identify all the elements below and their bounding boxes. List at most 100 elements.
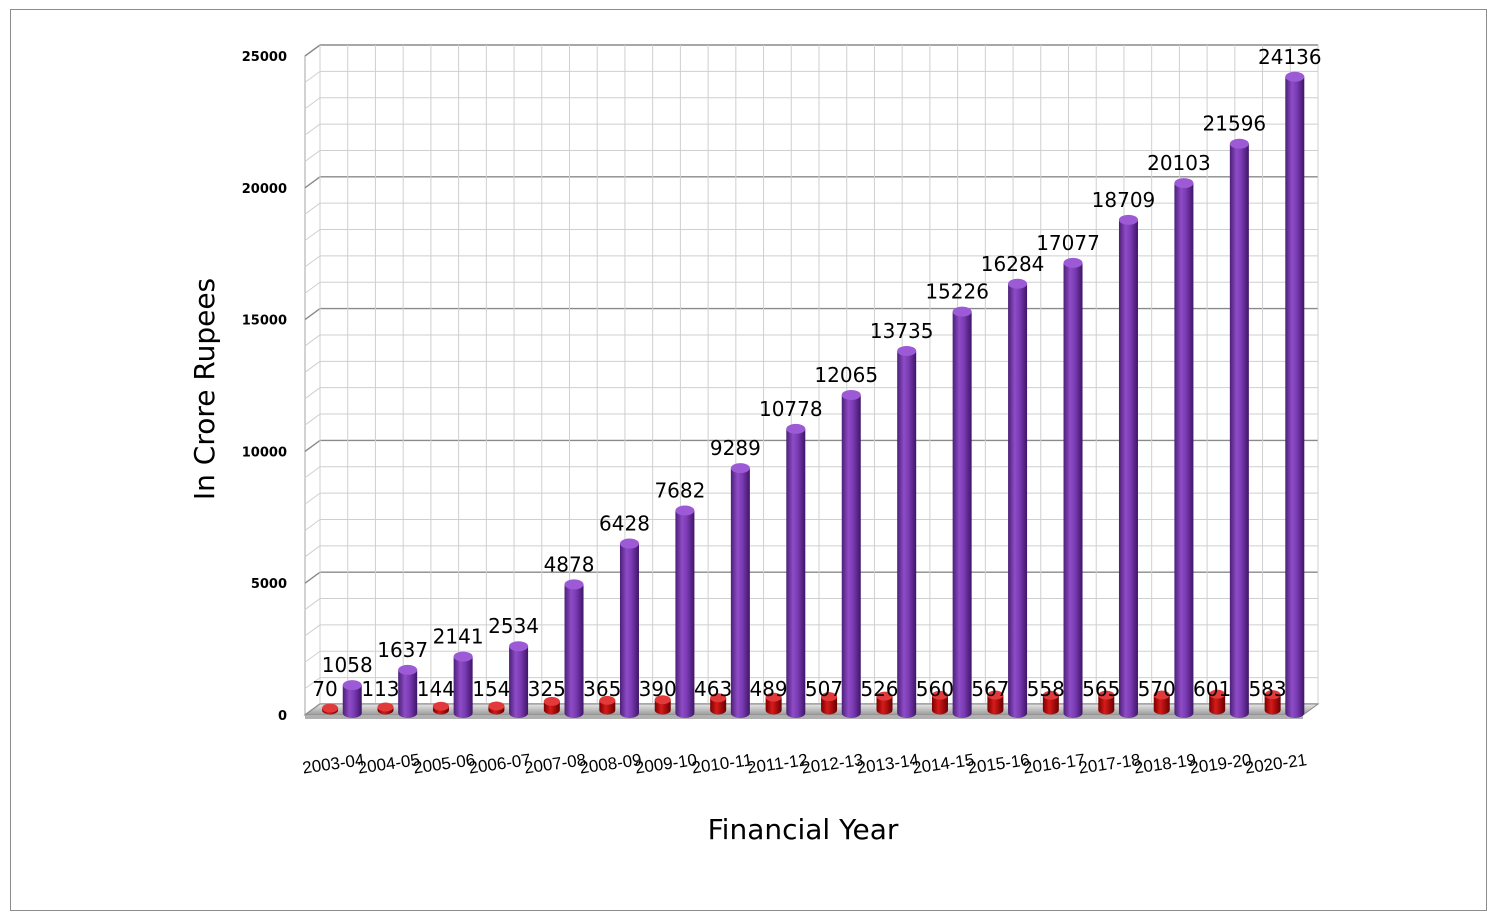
- red-bar: [710, 693, 727, 715]
- purple-bar-top: [1174, 178, 1194, 189]
- purple-bar: [675, 505, 695, 718]
- red-value-label: 507: [805, 677, 843, 701]
- red-bar-top: [710, 693, 727, 703]
- side-gridline: [304, 439, 321, 452]
- purple-bar-top: [1063, 257, 1083, 268]
- x-axis-categories: 2003-042004-052005-062006-072007-082008-…: [301, 750, 1308, 777]
- red-bar: [1042, 690, 1059, 715]
- purple-bar: [1118, 214, 1138, 719]
- purple-bar-top: [841, 389, 861, 400]
- red-bar: [987, 690, 1004, 715]
- x-tick-label: 2020-21: [1244, 750, 1308, 777]
- floor-edge: [305, 715, 1303, 719]
- purple-bar-top: [619, 538, 639, 549]
- red-bar-body: [987, 695, 1004, 715]
- side-gridline: [304, 123, 321, 136]
- side-gridline: [304, 255, 321, 268]
- side-gridline: [304, 202, 321, 215]
- red-bar: [931, 690, 948, 715]
- y-axis-ticks: 0 5000 10000 15000 20000 25000: [242, 50, 287, 724]
- gridlines: [304, 44, 1319, 716]
- purple-bar-top: [342, 680, 362, 691]
- red-value-label: 325: [528, 677, 566, 701]
- x-tick-label: 2014-15: [911, 750, 975, 777]
- purple-value-label: 1058: [322, 653, 373, 677]
- red-value-label: 601: [1193, 677, 1231, 701]
- red-bar: [765, 692, 782, 715]
- red-bar-body: [876, 696, 893, 715]
- purple-bar-top: [786, 423, 806, 434]
- red-bar: [1264, 690, 1281, 715]
- red-bar-top: [322, 703, 339, 713]
- side-gridline: [304, 44, 321, 57]
- red-value-label: 565: [1082, 677, 1120, 701]
- red-bar-top: [876, 691, 893, 701]
- red-value-label: 144: [417, 677, 455, 701]
- red-bar-top: [1209, 689, 1226, 699]
- purple-value-label: 15226: [925, 280, 989, 304]
- red-bar: [322, 703, 339, 715]
- x-tick-label: 2008-09: [578, 750, 642, 777]
- side-gridline: [304, 229, 321, 241]
- red-bar-body: [1098, 695, 1115, 715]
- purple-value-label: 21596: [1203, 112, 1267, 136]
- y-tick-label: 10000: [242, 445, 287, 460]
- purple-bar-body: [1063, 262, 1083, 718]
- x-tick-label: 2005-06: [412, 750, 476, 777]
- red-bar-top: [377, 702, 394, 712]
- x-tick-label: 2004-05: [357, 750, 421, 777]
- purple-bar: [398, 664, 418, 718]
- red-value-label: 570: [1138, 677, 1176, 701]
- purple-bar-body: [619, 543, 639, 718]
- side-gridline: [304, 97, 321, 110]
- x-tick-label: 2015-16: [966, 750, 1030, 777]
- side-gridline: [304, 598, 321, 610]
- red-bar-top: [1153, 690, 1170, 700]
- purple-value-label: 18709: [1092, 188, 1156, 212]
- purple-bar-top: [1229, 138, 1249, 149]
- purple-bar-top: [730, 463, 750, 474]
- side-gridline: [304, 466, 321, 479]
- purple-value-label: 16284: [981, 252, 1045, 276]
- red-bar: [543, 696, 560, 715]
- purple-bar: [786, 423, 806, 718]
- red-bar-body: [765, 697, 782, 715]
- side-gridline: [304, 519, 321, 531]
- red-bar: [1098, 690, 1115, 715]
- purple-bar-body: [453, 656, 473, 718]
- x-tick-label: 2017-18: [1077, 750, 1141, 777]
- side-gridline: [304, 571, 321, 584]
- purple-bar: [1229, 138, 1249, 719]
- x-tick-label: 2016-17: [1022, 750, 1086, 777]
- purple-bar-body: [675, 510, 695, 718]
- red-bar-top: [1264, 690, 1281, 700]
- red-bar-top: [1042, 690, 1059, 700]
- purple-bar-body: [1285, 76, 1305, 719]
- purple-bar-body: [398, 669, 418, 718]
- y-axis-title: In Crore Rupees: [188, 278, 221, 500]
- purple-value-label: 4878: [544, 552, 595, 576]
- red-bar: [1209, 689, 1226, 715]
- purple-value-label: 10778: [759, 397, 823, 421]
- red-bar-top: [821, 692, 838, 702]
- y-tick-label: 5000: [251, 577, 287, 592]
- side-gridline: [304, 281, 321, 294]
- side-gridline: [304, 150, 321, 162]
- red-value-label: 390: [639, 677, 677, 701]
- red-bar-body: [1153, 694, 1170, 715]
- purple-value-label: 17077: [1036, 231, 1100, 255]
- red-bar: [377, 702, 394, 715]
- x-tick-label: 2018-19: [1133, 750, 1197, 777]
- red-bar: [654, 695, 671, 715]
- red-bar-top: [1098, 690, 1115, 700]
- purple-bar-top: [564, 579, 584, 590]
- purple-bar: [1174, 178, 1194, 719]
- red-bar-body: [1209, 694, 1226, 715]
- side-gridline: [304, 387, 321, 400]
- red-bar-body: [931, 695, 948, 715]
- side-gridline: [304, 413, 321, 426]
- x-tick-label: 2003-04: [301, 750, 365, 777]
- purple-bar: [952, 306, 972, 718]
- red-value-label: 154: [472, 677, 510, 701]
